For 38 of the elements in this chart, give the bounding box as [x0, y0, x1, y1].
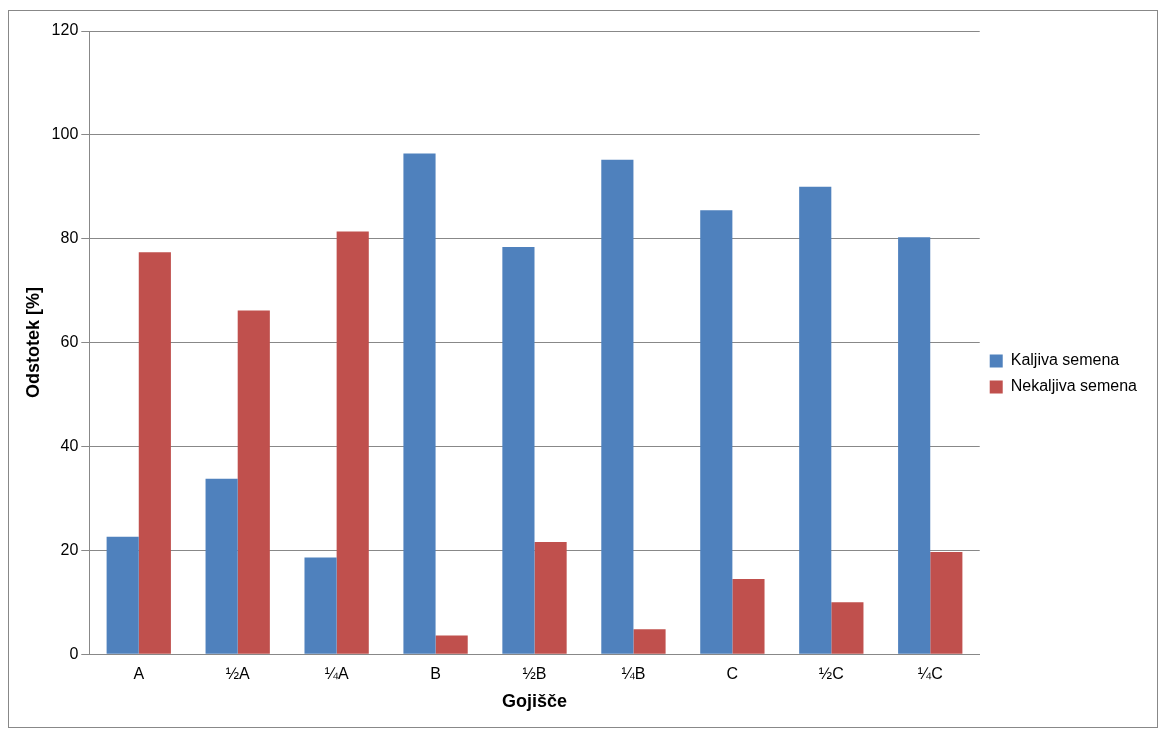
- y-axis-title: Odstotek [%]: [22, 287, 43, 399]
- bar: [435, 635, 468, 654]
- y-tick-label: 60: [60, 333, 79, 351]
- bar: [205, 478, 238, 654]
- bar: [336, 231, 369, 654]
- bar: [898, 237, 931, 654]
- x-tick-label: B: [430, 665, 441, 683]
- x-tick-label: ½B: [522, 665, 547, 683]
- y-tick-label: 20: [60, 540, 79, 558]
- bar: [502, 247, 535, 654]
- bar: [930, 551, 963, 654]
- bar: [732, 578, 765, 654]
- legend-label: Nekaljiva semena: [1010, 377, 1138, 395]
- x-tick-label: ¼C: [917, 665, 943, 683]
- y-tick-label: 80: [60, 229, 79, 247]
- y-tick-label: 40: [60, 436, 79, 454]
- bar: [304, 557, 337, 654]
- bar: [799, 186, 832, 654]
- bar: [534, 542, 567, 654]
- y-tick-label: 100: [51, 125, 79, 143]
- x-tick-label: ½C: [818, 665, 844, 683]
- bar: [601, 159, 634, 654]
- x-tick-label: ¼B: [621, 665, 646, 683]
- y-tick-label: 0: [69, 644, 79, 662]
- bar: [237, 310, 270, 654]
- legend-label: Kaljiva semena: [1010, 351, 1120, 369]
- bar: [633, 629, 666, 654]
- x-tick-label: ¼A: [324, 665, 349, 683]
- bar: [138, 252, 171, 654]
- x-tick-label: A: [133, 665, 145, 683]
- y-tick-label: 120: [51, 21, 79, 39]
- bar: [106, 536, 139, 654]
- bar: [403, 153, 436, 654]
- x-tick-label: ½A: [225, 665, 251, 683]
- x-axis-title: Gojišče: [501, 691, 568, 712]
- bar: [700, 210, 733, 654]
- bar: [831, 602, 864, 654]
- x-tick-label: C: [726, 665, 739, 683]
